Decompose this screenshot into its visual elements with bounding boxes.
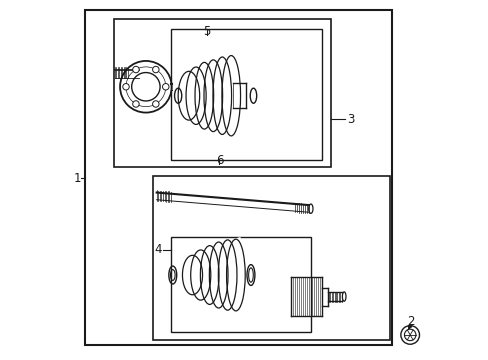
Text: 3: 3 (346, 113, 353, 126)
Circle shape (152, 101, 159, 107)
Circle shape (122, 84, 129, 90)
Polygon shape (185, 55, 233, 136)
Bar (153, 176, 389, 339)
Circle shape (162, 84, 169, 90)
Circle shape (152, 66, 159, 73)
Text: 2: 2 (407, 315, 414, 328)
Circle shape (132, 101, 139, 107)
Text: 4: 4 (154, 243, 162, 256)
Text: 5: 5 (203, 25, 210, 38)
Bar (171, 237, 310, 332)
Circle shape (132, 66, 139, 73)
Polygon shape (188, 238, 240, 312)
Text: 6: 6 (215, 154, 223, 167)
Bar (85, 10, 391, 345)
Bar (171, 30, 321, 160)
Bar (113, 19, 330, 167)
Text: 1: 1 (74, 172, 81, 185)
